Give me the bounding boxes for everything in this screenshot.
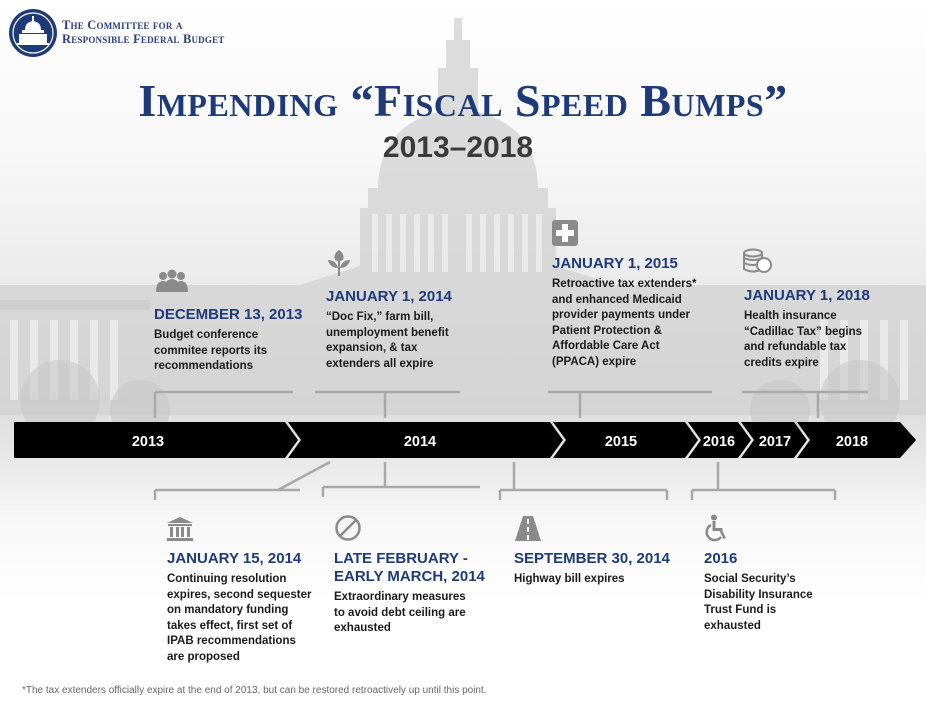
event-description: Health insurance “Cadillac Tax” begins a…: [744, 310, 863, 369]
event-late-feb-early-mar-2014: LATE FEBRUARY - EARLY MARCH, 2014 Extrao…: [334, 550, 504, 637]
event-date: JANUARY 1, 2018: [744, 287, 870, 304]
event-description: “Doc Fix,” farm bill, unemployment benef…: [326, 311, 449, 370]
connector-jan-15-2014: [153, 460, 331, 500]
event-jan-1-2018: JANUARY 1, 2018 Health insurance “Cadill…: [744, 287, 914, 371]
year-label-2013: 2013: [132, 434, 164, 450]
year-label-2014: 2014: [404, 434, 436, 450]
highway-icon: [515, 516, 541, 541]
year-label-2015: 2015: [605, 434, 637, 450]
page-subtitle: 2013–2018: [382, 131, 534, 164]
connector-jan-2014: [315, 390, 460, 418]
connector-sep-2014: [498, 462, 669, 500]
event-date: LATE FEBRUARY - EARLY MARCH, 2014: [334, 550, 485, 585]
connector-dec-2013: [153, 390, 293, 418]
arrow-segment-2018: [797, 422, 916, 458]
year-label-2017: 2017: [759, 434, 791, 450]
connector-feb-mar-2014: [321, 462, 480, 497]
wheelchair-icon: [705, 514, 726, 542]
medical-cross-icon: [552, 220, 578, 246]
arrow-segment-2014: [288, 422, 563, 458]
event-date: SEPTEMBER 30, 2014: [514, 550, 670, 567]
connector-jan-2018: [742, 390, 868, 418]
org-line-1: The Committee for a: [62, 18, 183, 32]
government-building-icon: [167, 517, 193, 541]
event-dec-13-2013: DECEMBER 13, 2013 Budget conference comm…: [154, 306, 314, 375]
arrow-segment-2015: [553, 422, 698, 458]
footnote: *The tax extenders officially expire at …: [22, 685, 487, 696]
event-jan-15-2014: JANUARY 15, 2014 Continuing resolution e…: [167, 550, 327, 665]
prohibited-icon: [335, 515, 361, 541]
event-date: JANUARY 1, 2014: [326, 288, 452, 305]
event-description: Extraordinary measures to avoid debt cei…: [334, 591, 466, 634]
event-date: JANUARY 1, 2015: [552, 255, 678, 272]
page-title: Impending “Fiscal Speed Bumps”: [138, 75, 788, 126]
event-description: Highway bill expires: [514, 573, 625, 585]
event-date: JANUARY 15, 2014: [167, 550, 302, 567]
organization-name: The Committee for a Responsible Federal …: [62, 18, 322, 46]
event-date: DECEMBER 13, 2013: [154, 306, 303, 323]
event-description: Retroactive tax extenders* and enhanced …: [552, 278, 697, 368]
connector-jan-2015: [548, 390, 712, 418]
arrow-segment-2017: [741, 422, 807, 458]
connector-2016: [690, 462, 837, 500]
crfb-logo: [9, 9, 57, 57]
people-group-icon: [156, 269, 188, 292]
event-2016: 2016 Social Security’s Disability Insura…: [704, 550, 864, 634]
event-jan-1-2015: JANUARY 1, 2015 Retroactive tax extender…: [552, 255, 732, 370]
arrow-segment-2013: [14, 422, 298, 458]
plant-icon: [328, 250, 350, 276]
event-jan-1-2014: JANUARY 1, 2014 “Doc Fix,” farm bill, un…: [326, 288, 506, 372]
arrow-segment-2016: [688, 422, 751, 458]
event-description: Social Security’s Disability Insurance T…: [704, 573, 813, 632]
event-description: Continuing resolution expires, second se…: [167, 573, 312, 663]
event-date: 2016: [704, 550, 738, 567]
event-description: Budget conference commitee reports its r…: [154, 329, 268, 372]
year-label-2018: 2018: [836, 434, 868, 450]
coins-icon: [743, 248, 772, 273]
event-sep-30-2014: SEPTEMBER 30, 2014 Highway bill expires: [514, 550, 684, 588]
org-line-2: Responsible Federal Budget: [62, 32, 225, 46]
year-label-2016: 2016: [703, 434, 735, 450]
